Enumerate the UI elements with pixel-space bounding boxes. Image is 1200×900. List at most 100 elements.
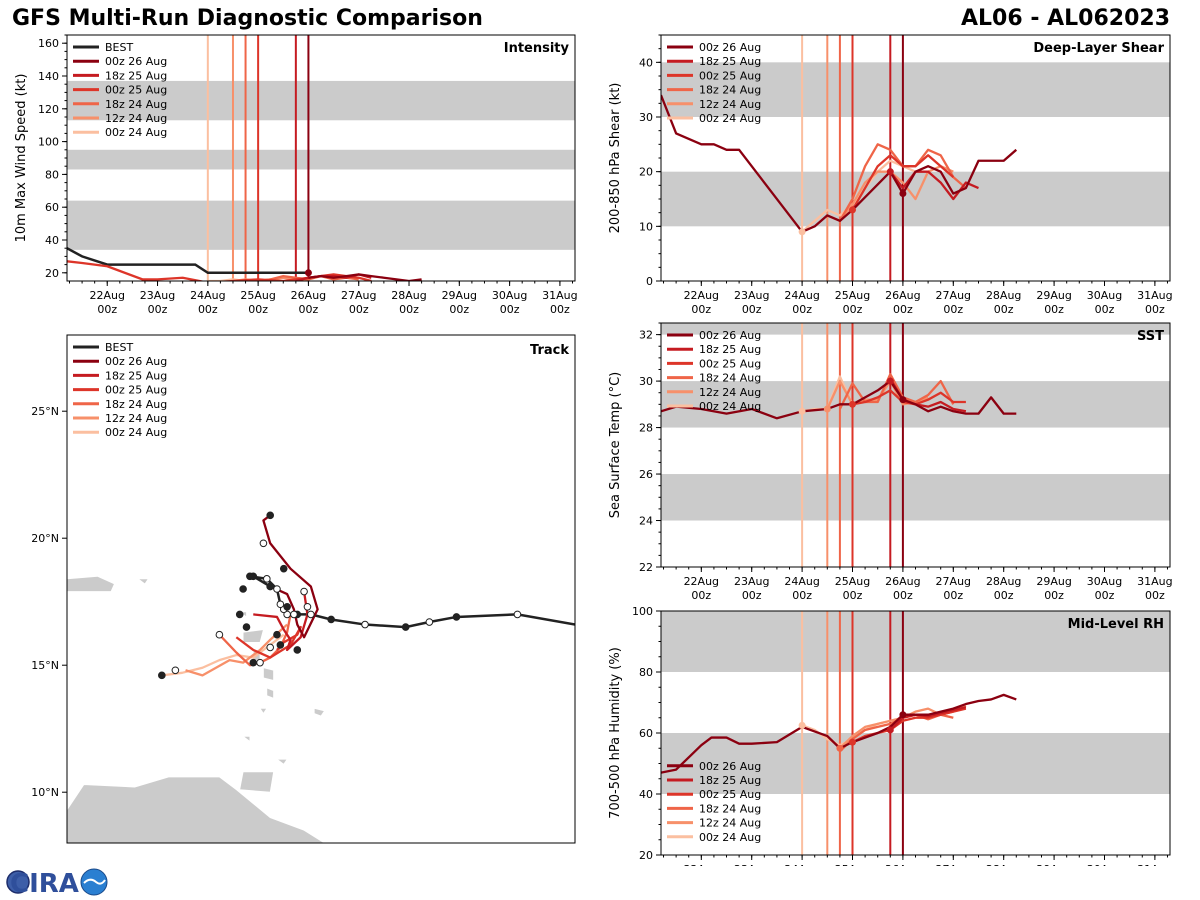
y-tick-label: 100 [38, 136, 59, 149]
panel-title: Mid-Level RH [1068, 617, 1164, 632]
track-point [215, 630, 224, 639]
best-track-point [307, 610, 315, 619]
legend-label: 00z 26 Aug [105, 355, 167, 368]
x-tick-label: 00z [792, 303, 812, 316]
y-tick-label: 28 [639, 422, 653, 435]
y-axis-label: 700-500 hPa Humidity (%) [608, 647, 623, 819]
shaded-band [67, 200, 575, 250]
legend-label: 12z 24 Aug [105, 412, 167, 425]
init-marker [823, 405, 831, 413]
x-tick-label: 00z [1044, 303, 1064, 316]
init-marker [798, 228, 806, 236]
x-tick-label: 00z [550, 303, 570, 316]
panel-title: Deep-Layer Shear [1033, 41, 1164, 56]
x-tick-label: 00z [994, 303, 1014, 316]
sst-plot-area [661, 323, 1170, 567]
legend-label: 00z 24 Aug [105, 126, 167, 139]
best-track-point [513, 610, 522, 619]
legend-label: 00z 25 Aug [105, 384, 167, 397]
logo-text: CIRA [10, 869, 79, 898]
x-tick-label: 27Aug [936, 575, 971, 588]
legend-label: 00z 25 Aug [105, 84, 167, 97]
x-tick-label: 22Aug [684, 575, 719, 588]
panel-title: Track [530, 343, 569, 358]
land-polygon [259, 707, 268, 715]
intensity-panel: 2040608010012014016022Aug00z23Aug00z24Au… [14, 34, 578, 316]
track-point [171, 666, 180, 675]
x-tick-label: 23Aug [734, 863, 769, 866]
land-polygon [263, 667, 274, 681]
land-polygon [67, 575, 115, 592]
y-tick-label: 80 [45, 168, 59, 181]
shaded-band [661, 611, 1170, 672]
legend-label: 12z 24 Aug [699, 386, 761, 399]
land-polygon [136, 578, 150, 585]
land-polygon [67, 776, 326, 843]
y-tick-label: 40 [45, 234, 59, 247]
x-tick-label: 00z [1095, 303, 1115, 316]
y-tick-label: 26 [639, 468, 653, 481]
x-tick-label: 00z [1145, 303, 1165, 316]
y-tick-label: 40 [639, 56, 653, 69]
x-tick-label: 24Aug [784, 575, 819, 588]
x-tick-label: 00z [943, 589, 963, 602]
x-tick-label: 28Aug [986, 575, 1021, 588]
track-line-0 [262, 514, 319, 639]
track-point [279, 564, 288, 573]
series-line-2 [851, 154, 955, 211]
x-tick-label: 28Aug [986, 863, 1021, 866]
x-tick-label: 25Aug [835, 863, 870, 866]
x-tick-label: 23Aug [140, 289, 175, 302]
legend-label: 00z 25 Aug [699, 69, 761, 82]
x-tick-label: 24Aug [784, 289, 819, 302]
page-title: GFS Multi-Run Diagnostic Comparison [12, 6, 483, 31]
track-point [273, 630, 281, 639]
legend-label: 18z 24 Aug [105, 98, 167, 111]
best-track-point [273, 585, 281, 593]
x-tick-label: 31Aug [1137, 289, 1172, 302]
x-tick-label: 24Aug [784, 863, 819, 866]
land-polygon [266, 687, 274, 699]
shaded-band [661, 474, 1170, 521]
x-tick-label: 00z [742, 303, 762, 316]
y-tick-label: 60 [45, 201, 59, 214]
x-tick-label: 29Aug [1036, 863, 1071, 866]
sst-panel: 22242628303222Aug00z23Aug00z24Aug00z25Au… [608, 322, 1173, 602]
track-point [276, 641, 285, 649]
land-polygon [242, 629, 264, 643]
x-tick-label: 28Aug [986, 289, 1021, 302]
x-tick-label: 31Aug [1137, 863, 1172, 866]
y-tick-label: 60 [639, 727, 653, 740]
y-tick-label: 20 [639, 849, 653, 862]
x-tick-label: 22Aug [684, 863, 719, 866]
x-tick-label: 27Aug [936, 863, 971, 866]
init-marker [849, 738, 857, 746]
track-point [266, 582, 275, 591]
init-marker [798, 407, 806, 415]
legend-label: 18z 25 Aug [699, 55, 761, 68]
x-tick-label: 00z [843, 589, 863, 602]
legend-label: 18z 25 Aug [105, 69, 167, 82]
x-tick-label: 29Aug [1036, 289, 1071, 302]
track-point [266, 511, 275, 520]
x-tick-label: 23Aug [734, 289, 769, 302]
legend-label: 00z 24 Aug [105, 426, 167, 439]
x-tick-label: 25Aug [240, 289, 275, 302]
legend-label: 18z 24 Aug [699, 372, 761, 385]
shaded-band [67, 149, 575, 170]
track-line-4 [185, 623, 288, 677]
y-tick-label: 160 [38, 37, 59, 50]
legend-label: 18z 25 Aug [699, 774, 761, 787]
best-track-point [425, 618, 434, 626]
y-tick-label: 32 [639, 329, 653, 342]
x-tick-label: 26Aug [291, 289, 326, 302]
x-tick-label: 00z [994, 589, 1014, 602]
best-track-point [276, 600, 285, 609]
x-tick-label: 00z [1044, 589, 1064, 602]
x-tick-label: 30Aug [1087, 575, 1122, 588]
rh-plot-area [661, 611, 1170, 855]
series-line-0 [661, 693, 1017, 774]
x-tick-label: 25Aug [835, 575, 870, 588]
shear-plot-area [661, 35, 1170, 281]
track-point [266, 643, 275, 652]
